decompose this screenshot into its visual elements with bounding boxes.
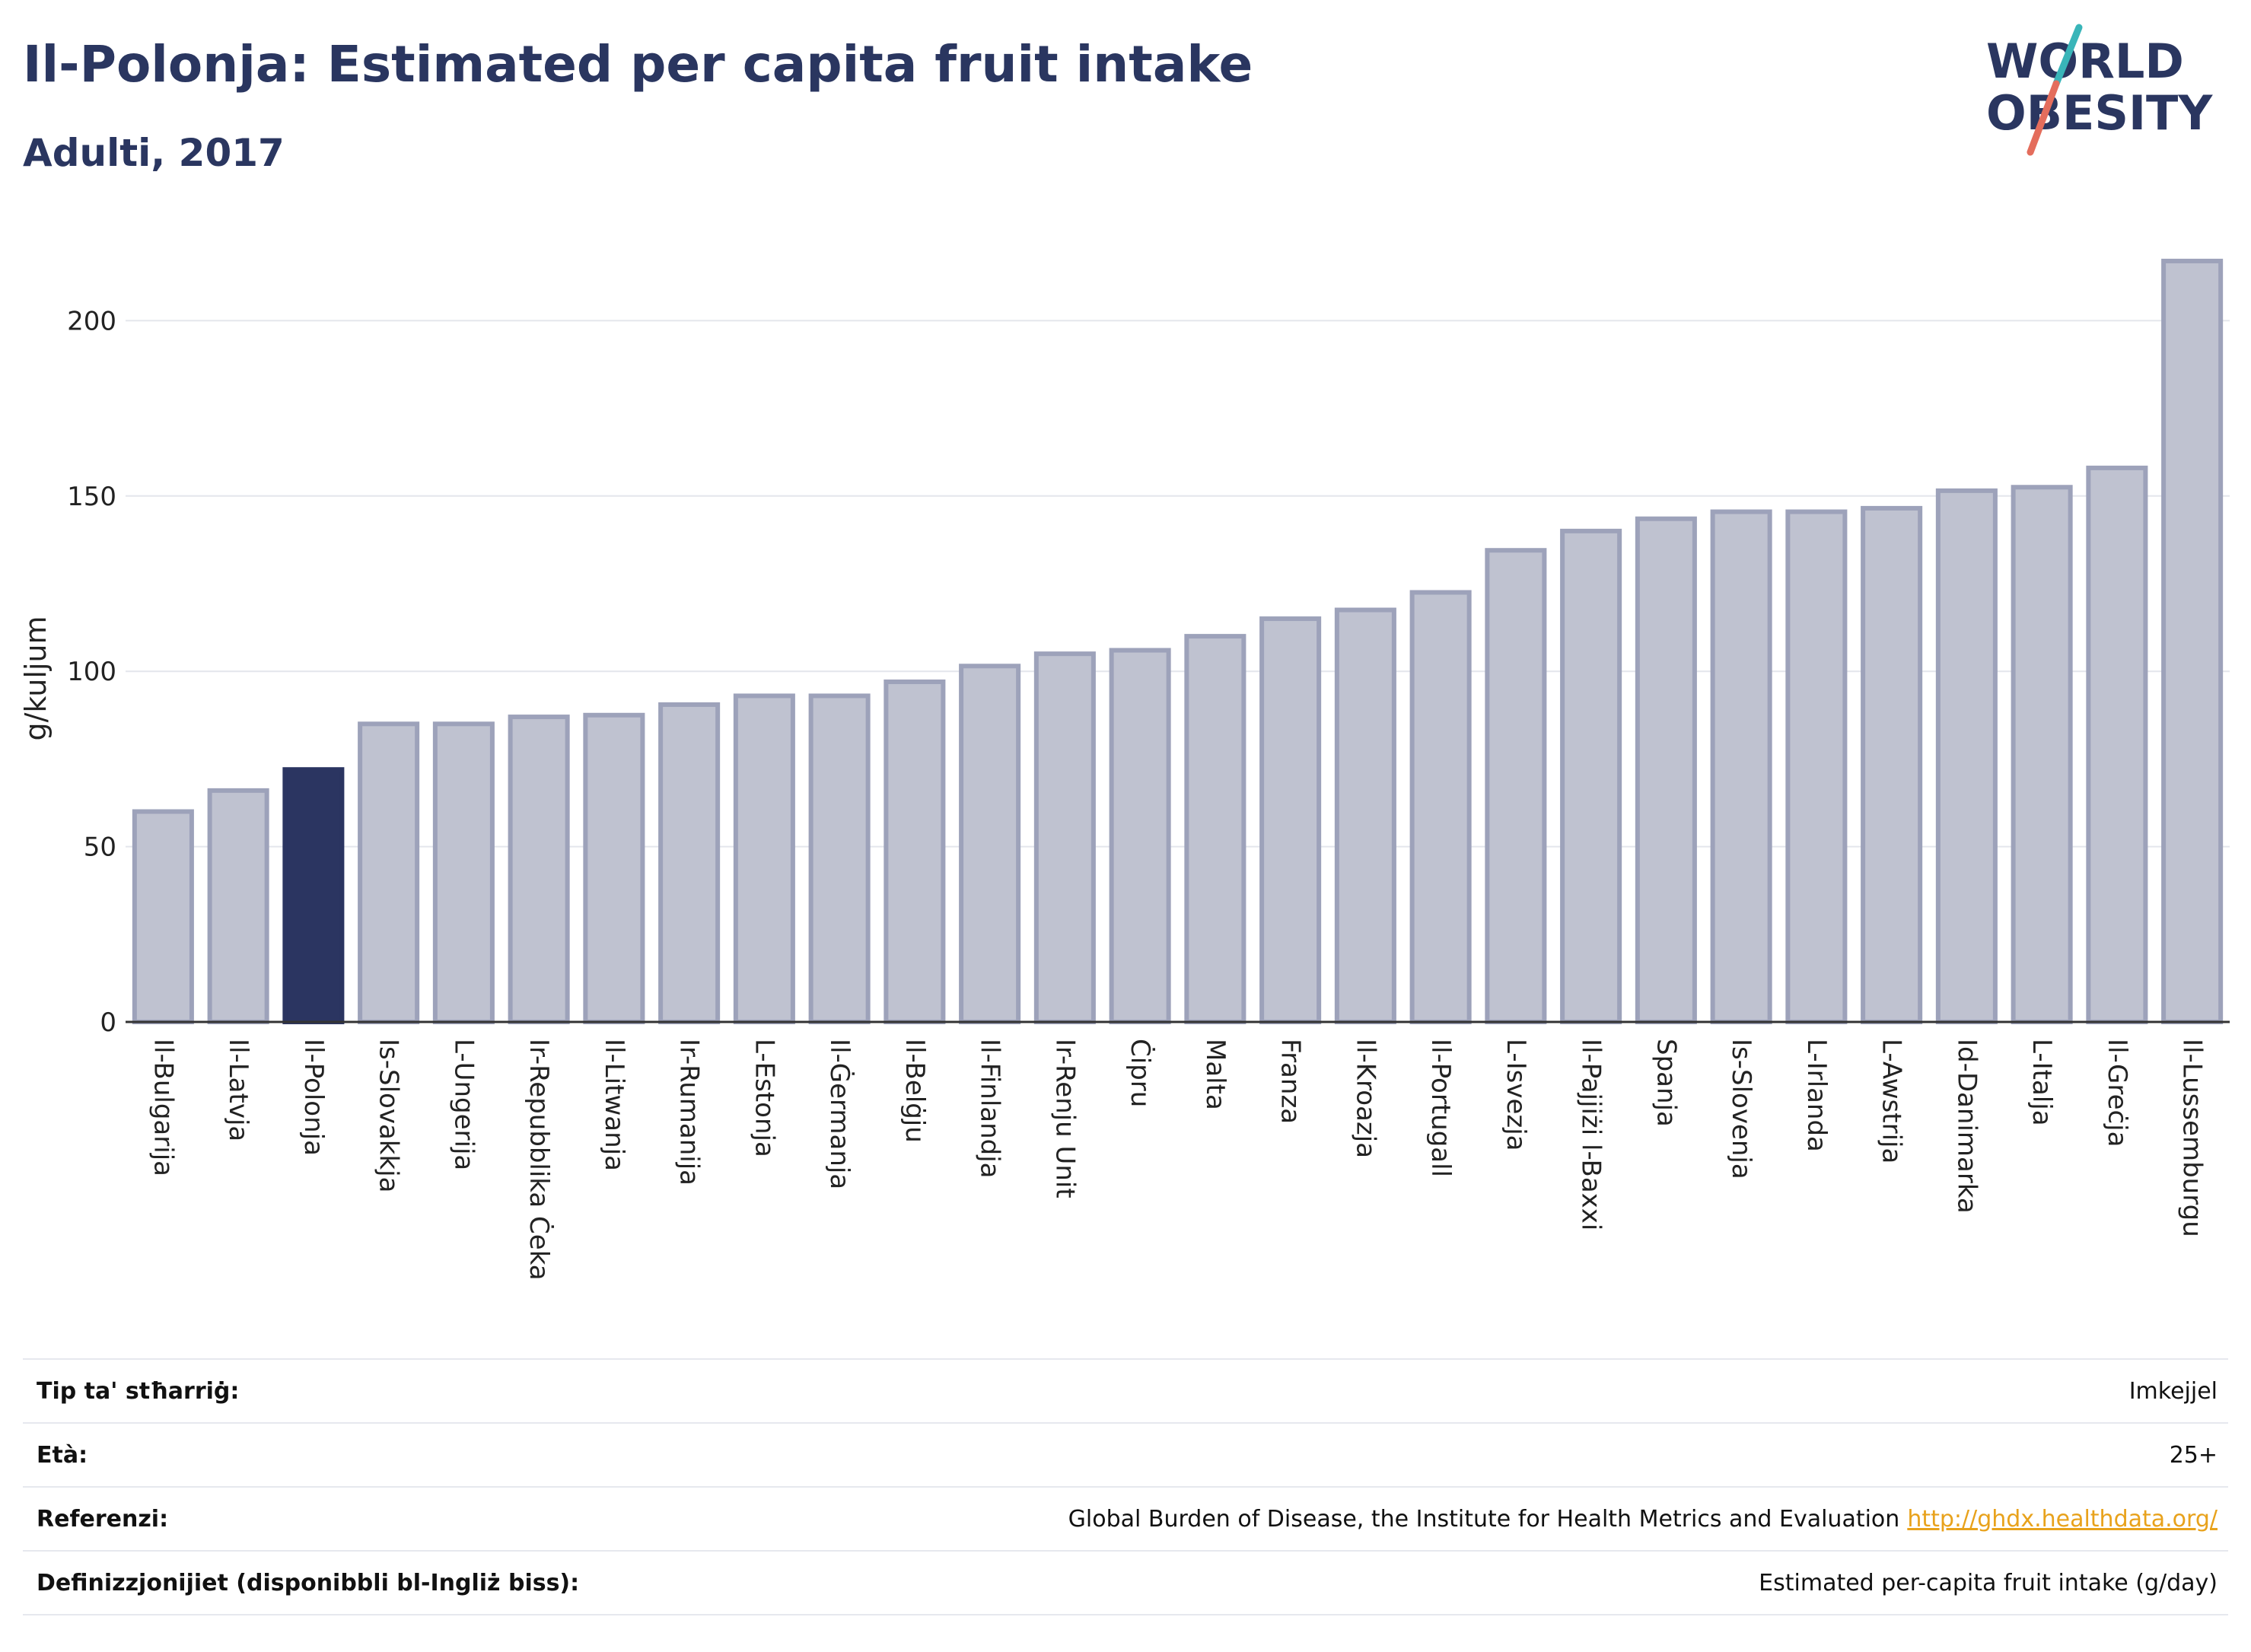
x-tick-label: Il-Bulgarija — [148, 1039, 178, 1176]
bar-il-portugall[interactable] — [1409, 590, 1472, 1024]
info-key: Definizzjonijiet (disponibbli bl-Ingliż … — [37, 1569, 580, 1596]
info-key: Referenzi: — [37, 1505, 169, 1533]
world-obesity-logo: WORLD OBESITY — [1986, 24, 2213, 156]
x-tick-label: Is-Slovenja — [1726, 1039, 1756, 1179]
bar--ipru[interactable] — [1109, 648, 1171, 1024]
logo-text-world: WORLD — [1986, 33, 2184, 89]
info-value: Global Burden of Disease, the Institute … — [1068, 1506, 2228, 1533]
bars — [132, 259, 2224, 1025]
x-tick-label: L-Estonja — [749, 1039, 779, 1157]
x-tick-label: L-Ungerija — [448, 1039, 479, 1170]
logo-slash-teal — [2052, 24, 2083, 88]
bar-l-awstrija[interactable] — [1861, 505, 1923, 1024]
x-tick-label: Il-Kroazja — [1350, 1039, 1380, 1158]
bar-ir-repubblika-eka[interactable] — [508, 715, 570, 1024]
y-tick-label: 50 — [84, 832, 116, 863]
bar-chart: 0 50 100 150 200 Il-Bulgarija Il-Latvja Il-Pol… — [19, 259, 2230, 1281]
logo-slash-red — [2027, 80, 2060, 156]
info-value: Imkejjel — [2129, 1378, 2228, 1405]
bar-il-bel-ju[interactable] — [884, 680, 946, 1024]
x-tick-label: Is-Slovakkja — [374, 1039, 404, 1192]
bar-il-polonja[interactable] — [282, 767, 345, 1024]
bar-malta[interactable] — [1184, 634, 1246, 1024]
x-tick-label: Il-Greċja — [2102, 1039, 2132, 1147]
info-value-text: Estimated per-capita fruit intake (g/day… — [1759, 1569, 2218, 1596]
x-tick-label: Il-Polonja — [298, 1039, 329, 1156]
info-key: Età: — [37, 1441, 88, 1469]
bar-ir-rumanija[interactable] — [658, 702, 721, 1024]
bar-il-pajji-i-l-baxxi[interactable] — [1560, 528, 1622, 1024]
info-value-text: Imkejjel — [2128, 1377, 2218, 1405]
x-tick-label: Il-Finlandja — [975, 1039, 1005, 1179]
bar-l-estonja[interactable] — [733, 693, 795, 1024]
x-tick-label: Il-Pajjiżi l-Baxxi — [1576, 1039, 1606, 1230]
info-row: Età: 25+ — [23, 1422, 2228, 1486]
info-table: Tip ta' stħarriġ: Imkejjel Età: 25+ Referenz… — [23, 1358, 2228, 1615]
y-tick-label: 150 — [67, 482, 116, 512]
x-tick-label: Ir-Rumanija — [674, 1039, 705, 1186]
bar-spanja[interactable] — [1635, 516, 1697, 1024]
x-tick-label: Malta — [1200, 1039, 1231, 1110]
y-tick-label: 100 — [67, 657, 116, 687]
bar-l-ungerija[interactable] — [432, 721, 495, 1024]
x-tick-label: Franza — [1275, 1039, 1306, 1124]
logo-text-obesity: OBESITY — [1986, 85, 2213, 141]
info-row: Tip ta' stħarriġ: Imkejjel — [23, 1358, 2228, 1422]
bar-franza[interactable] — [1259, 616, 1322, 1024]
info-row: Definizzjonijiet (disponibbli bl-Ingliż … — [23, 1550, 2228, 1615]
x-tick-label: Il-Litwanja — [599, 1039, 629, 1171]
x-tick-label: L-Italja — [2027, 1039, 2057, 1126]
y-axis-label: g/kuljum — [19, 616, 53, 740]
bar-l-italja[interactable] — [2011, 485, 2073, 1025]
x-tick-label: Il-Belġju — [899, 1039, 930, 1143]
x-tick-label: Il-Ġermanja — [824, 1039, 855, 1189]
y-tick-label: 200 — [67, 306, 116, 336]
x-tick-label: Spanja — [1651, 1039, 1681, 1127]
bar-l-isvezja[interactable] — [1485, 548, 1547, 1024]
x-tick-label: Il-Latvja — [223, 1039, 253, 1141]
x-tick-label: Il-Portugall — [1425, 1039, 1456, 1177]
chart-title: Il-Polonja: Estimated per capita fruit i… — [23, 35, 1253, 94]
info-value-text: Global Burden of Disease, the Institute … — [1068, 1505, 1900, 1533]
bar-is-slovakkja[interactable] — [358, 721, 420, 1024]
x-tick-label: Il-Lussemburgu — [2177, 1039, 2208, 1237]
chart-subtitle: Adulti, 2017 — [23, 131, 285, 175]
bar-il-ermanja[interactable] — [808, 693, 871, 1024]
x-tick-label: L-Irlanda — [1801, 1039, 1832, 1152]
x-tick-label: Ir-Renju Unit — [1049, 1039, 1080, 1198]
x-tick-label: Ir-Repubblika Ċeka — [524, 1039, 555, 1281]
info-row: Referenzi: Global Burden of Disease, the … — [23, 1486, 2228, 1550]
reference-link[interactable]: http://ghdx.healthdata.org/ — [1907, 1505, 2218, 1533]
info-key: Tip ta' stħarriġ: — [37, 1377, 240, 1405]
bar-il-bulgarija[interactable] — [132, 809, 194, 1024]
info-value: 25+ — [2170, 1442, 2228, 1469]
bar-id-danimarka[interactable] — [1935, 488, 1998, 1024]
y-tick-label: 0 — [100, 1007, 116, 1038]
bar-ir-renju-unit[interactable] — [1033, 651, 1096, 1024]
bar-il-lussemburgu[interactable] — [2161, 259, 2224, 1025]
bar-il-kroazja[interactable] — [1334, 607, 1396, 1024]
bar-il-latvja[interactable] — [207, 788, 269, 1024]
bar-is-slovenja[interactable] — [1710, 509, 1772, 1024]
bar-l-irlanda[interactable] — [1785, 509, 1848, 1024]
x-tick-label: Ċipru — [1125, 1039, 1156, 1107]
y-axis-ticks: 0 50 100 150 200 — [67, 306, 116, 1038]
info-value: Estimated per-capita fruit intake (g/day… — [1759, 1570, 2228, 1596]
x-tick-label: L-Awstrija — [1877, 1039, 1907, 1163]
bar-il-finlandja[interactable] — [959, 664, 1021, 1024]
x-tick-label: Id-Danimarka — [1951, 1039, 1982, 1214]
x-tick-label: L-Isvezja — [1501, 1039, 1531, 1151]
info-value-text: 25+ — [2169, 1441, 2218, 1469]
bar-il-litwanja[interactable] — [583, 712, 645, 1024]
x-axis-labels: Il-Bulgarija Il-Latvja Il-Polonja Is-Slovak… — [148, 1039, 2207, 1281]
bar-il-gre-ja[interactable] — [2086, 465, 2148, 1024]
